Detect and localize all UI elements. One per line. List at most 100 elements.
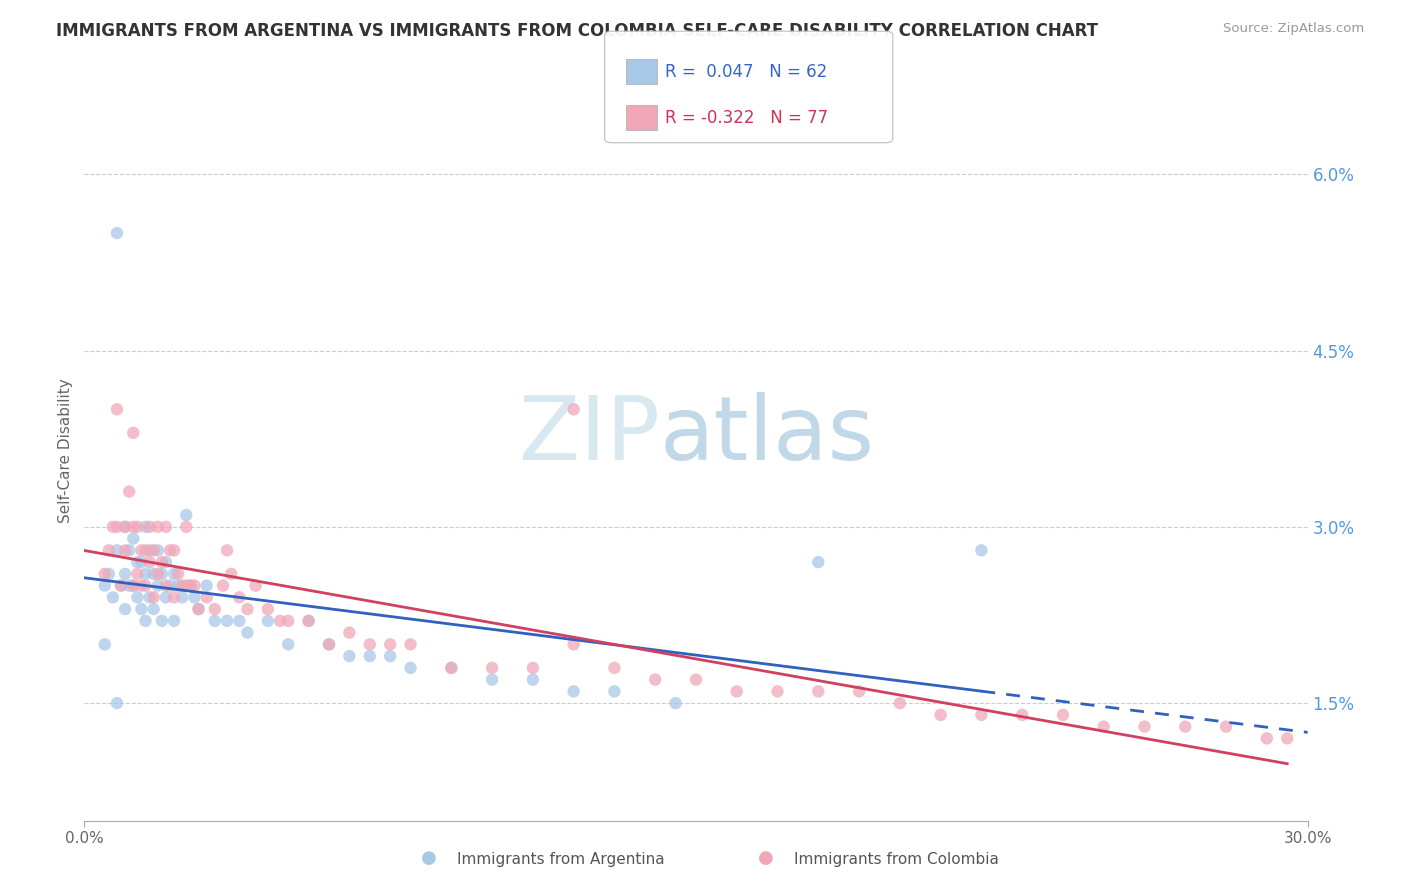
Point bbox=[105, 543, 128, 558]
Point bbox=[135, 579, 157, 593]
Point bbox=[122, 532, 145, 546]
Text: R = -0.322   N = 77: R = -0.322 N = 77 bbox=[665, 109, 828, 127]
Point bbox=[257, 602, 280, 616]
Point bbox=[105, 226, 128, 240]
Point bbox=[93, 579, 115, 593]
Point bbox=[970, 543, 993, 558]
Point bbox=[155, 579, 177, 593]
Point bbox=[562, 637, 585, 651]
Point bbox=[204, 614, 226, 628]
Point bbox=[848, 684, 870, 698]
Point bbox=[118, 484, 141, 499]
Point bbox=[127, 591, 149, 605]
Point bbox=[131, 579, 153, 593]
Point bbox=[172, 579, 194, 593]
Point bbox=[889, 696, 911, 710]
Point bbox=[97, 566, 120, 581]
Point bbox=[212, 579, 235, 593]
Point bbox=[217, 543, 239, 558]
Point bbox=[114, 602, 136, 616]
Point bbox=[219, 566, 242, 581]
Point bbox=[138, 520, 160, 534]
Text: R =  0.047   N = 62: R = 0.047 N = 62 bbox=[665, 62, 827, 80]
Point bbox=[359, 637, 381, 651]
Point bbox=[135, 520, 157, 534]
Text: IMMIGRANTS FROM ARGENTINA VS IMMIGRANTS FROM COLOMBIA SELF-CARE DISABILITY CORRE: IMMIGRANTS FROM ARGENTINA VS IMMIGRANTS … bbox=[56, 22, 1098, 40]
Point bbox=[217, 614, 239, 628]
Point bbox=[114, 520, 136, 534]
Point bbox=[481, 673, 503, 687]
Point bbox=[122, 425, 145, 440]
Point bbox=[562, 402, 585, 417]
Point bbox=[118, 543, 141, 558]
Point bbox=[644, 673, 666, 687]
Point bbox=[101, 520, 124, 534]
Point bbox=[179, 579, 201, 593]
Point bbox=[187, 602, 209, 616]
Point bbox=[318, 637, 340, 651]
Point bbox=[257, 614, 280, 628]
Point bbox=[380, 637, 402, 651]
Point bbox=[122, 520, 145, 534]
Point bbox=[138, 591, 160, 605]
Point bbox=[183, 579, 205, 593]
Point bbox=[603, 661, 626, 675]
Point bbox=[1133, 720, 1156, 734]
Point bbox=[298, 614, 321, 628]
Point bbox=[167, 566, 190, 581]
Point bbox=[1256, 731, 1278, 746]
Point bbox=[195, 591, 218, 605]
Point bbox=[665, 696, 688, 710]
Point bbox=[135, 543, 157, 558]
Point bbox=[339, 625, 361, 640]
Point bbox=[146, 520, 169, 534]
Point bbox=[228, 591, 250, 605]
Point bbox=[174, 520, 197, 534]
Point bbox=[150, 566, 173, 581]
Point bbox=[359, 649, 381, 664]
Point bbox=[105, 696, 128, 710]
Point bbox=[122, 579, 145, 593]
Point bbox=[167, 579, 190, 593]
Point bbox=[440, 661, 463, 675]
Point bbox=[174, 579, 197, 593]
Point bbox=[142, 591, 165, 605]
Point bbox=[807, 684, 830, 698]
Point bbox=[245, 579, 267, 593]
Point bbox=[131, 555, 153, 569]
Point bbox=[138, 543, 160, 558]
Point bbox=[163, 614, 186, 628]
Point bbox=[172, 591, 194, 605]
Point bbox=[236, 625, 259, 640]
Point bbox=[146, 566, 169, 581]
Point bbox=[277, 637, 299, 651]
Point bbox=[236, 602, 259, 616]
Point bbox=[380, 649, 402, 664]
Point bbox=[110, 579, 132, 593]
Point bbox=[269, 614, 291, 628]
Point bbox=[122, 579, 145, 593]
Point bbox=[150, 555, 173, 569]
Point bbox=[183, 591, 205, 605]
Point bbox=[131, 602, 153, 616]
Point bbox=[110, 579, 132, 593]
Point bbox=[142, 566, 165, 581]
Point bbox=[277, 614, 299, 628]
Point bbox=[725, 684, 748, 698]
Point bbox=[163, 566, 186, 581]
Point bbox=[204, 602, 226, 616]
Point bbox=[228, 614, 250, 628]
Point bbox=[150, 614, 173, 628]
Point bbox=[93, 566, 115, 581]
Text: Immigrants from Colombia: Immigrants from Colombia bbox=[794, 852, 1000, 867]
Point bbox=[339, 649, 361, 664]
Point bbox=[440, 661, 463, 675]
Point bbox=[1174, 720, 1197, 734]
Point bbox=[187, 602, 209, 616]
Point bbox=[929, 707, 952, 722]
Text: Source: ZipAtlas.com: Source: ZipAtlas.com bbox=[1223, 22, 1364, 36]
Point bbox=[766, 684, 789, 698]
Point bbox=[155, 520, 177, 534]
Point bbox=[146, 543, 169, 558]
Point bbox=[298, 614, 321, 628]
